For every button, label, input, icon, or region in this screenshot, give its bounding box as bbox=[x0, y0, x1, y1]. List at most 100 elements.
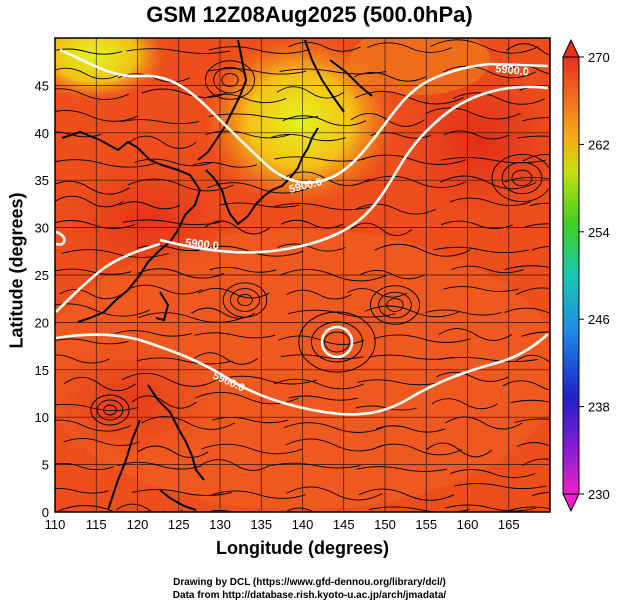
streamline bbox=[205, 130, 291, 139]
streamline bbox=[360, 269, 426, 280]
streamline bbox=[121, 372, 217, 387]
streamline bbox=[138, 312, 245, 323]
contour-line-west-small bbox=[55, 230, 66, 246]
streamline bbox=[506, 506, 550, 512]
streamline-eddy bbox=[511, 169, 533, 187]
colorbar-tick-label: 254 bbox=[588, 225, 610, 240]
streamline bbox=[346, 288, 408, 298]
streamline bbox=[425, 309, 502, 316]
streamline bbox=[521, 458, 550, 466]
streamline bbox=[443, 286, 519, 292]
streamline bbox=[55, 195, 124, 208]
colorbar-tick-label: 238 bbox=[588, 400, 610, 415]
y-tick-label: 15 bbox=[35, 363, 49, 378]
x-tick-label: 145 bbox=[333, 517, 355, 532]
streamline bbox=[288, 395, 358, 401]
streamline bbox=[193, 161, 257, 168]
streamline bbox=[515, 354, 550, 363]
colorbar-tick-label: 270 bbox=[588, 50, 610, 65]
y-tick-label: 0 bbox=[42, 505, 49, 520]
streamline bbox=[450, 469, 536, 478]
y-tick-label: 25 bbox=[35, 268, 49, 283]
streamline bbox=[118, 201, 181, 210]
streamline bbox=[521, 331, 550, 337]
streamline bbox=[122, 219, 220, 226]
streamline bbox=[273, 378, 364, 390]
streamline bbox=[137, 445, 209, 459]
streamline bbox=[510, 399, 550, 404]
streamline bbox=[529, 202, 550, 207]
streamline bbox=[430, 39, 539, 54]
x-tick-label: 125 bbox=[168, 517, 190, 532]
streamline bbox=[270, 134, 346, 142]
streamline bbox=[55, 403, 139, 412]
colorbar-ticks: 230 238 246 254 262 270 bbox=[579, 50, 610, 502]
contour-line-west bbox=[55, 242, 161, 313]
streamline-eddy bbox=[103, 404, 117, 416]
streamline bbox=[375, 425, 445, 433]
contour-labels: 5900.0 5900.0 5900.0 5900.0 bbox=[185, 63, 530, 394]
streamline bbox=[425, 107, 521, 120]
streamline bbox=[201, 443, 303, 455]
y-tick-label: 10 bbox=[35, 410, 49, 425]
streamline-eddy bbox=[230, 288, 260, 312]
y-tick-label: 20 bbox=[35, 315, 49, 330]
streamline bbox=[137, 268, 225, 279]
streamline bbox=[366, 175, 466, 189]
colorbar-top-arrow bbox=[562, 38, 580, 58]
streamline bbox=[522, 117, 550, 122]
streamline bbox=[115, 503, 183, 512]
streamline bbox=[63, 437, 140, 447]
streamline bbox=[55, 462, 115, 471]
y-tick-label: 40 bbox=[35, 126, 49, 141]
y-tick-label: 45 bbox=[35, 78, 49, 93]
y-axis-ticks: 0 5 10 15 20 25 30 35 40 45 bbox=[35, 78, 49, 520]
streamline-eddy bbox=[386, 298, 404, 312]
streamline bbox=[274, 156, 365, 162]
credit-data-source: Data from http://database.rish.kyoto-u.a… bbox=[172, 590, 447, 601]
streamline bbox=[438, 328, 512, 341]
streamline bbox=[358, 488, 455, 501]
streamline bbox=[531, 246, 550, 251]
streamline bbox=[285, 438, 384, 452]
streamline bbox=[209, 266, 277, 273]
streamline-eddy bbox=[237, 293, 253, 307]
streamline bbox=[136, 357, 233, 365]
x-tick-label: 130 bbox=[209, 517, 231, 532]
streamline bbox=[354, 90, 464, 105]
streamline-eddy bbox=[205, 60, 255, 100]
streamline bbox=[128, 135, 197, 149]
streamline-eddy bbox=[370, 285, 420, 325]
streamline-eddy bbox=[96, 399, 124, 421]
streamline bbox=[367, 42, 452, 53]
streamline bbox=[134, 158, 213, 167]
streamline bbox=[55, 303, 150, 317]
x-tick-label: 135 bbox=[250, 517, 272, 532]
streamline bbox=[452, 92, 546, 105]
streamline bbox=[287, 309, 396, 318]
x-tick-label: 150 bbox=[374, 517, 396, 532]
streamline bbox=[284, 507, 314, 512]
plot-frame bbox=[54, 37, 551, 513]
streamline bbox=[200, 459, 271, 471]
streamline bbox=[131, 489, 232, 496]
x-tick-label: 115 bbox=[86, 517, 107, 532]
streamline bbox=[55, 88, 129, 100]
streamline-eddy bbox=[491, 153, 550, 203]
y-tick-label: 5 bbox=[42, 458, 49, 473]
streamline bbox=[194, 332, 276, 339]
streamline bbox=[532, 492, 550, 497]
streamline-eddy bbox=[501, 161, 543, 195]
streamline bbox=[277, 243, 346, 252]
x-tick-label: 120 bbox=[127, 517, 149, 532]
streamline bbox=[286, 486, 383, 501]
streamline bbox=[360, 154, 466, 165]
contour-line-central bbox=[159, 85, 549, 254]
streamline bbox=[436, 371, 509, 382]
colorbar: 230 238 246 254 262 270 bbox=[562, 38, 610, 513]
streamline bbox=[504, 265, 550, 270]
streamline bbox=[126, 284, 203, 295]
streamline bbox=[506, 65, 550, 75]
contour-label: 5900.0 bbox=[185, 237, 220, 252]
x-tick-label: 155 bbox=[415, 517, 437, 532]
